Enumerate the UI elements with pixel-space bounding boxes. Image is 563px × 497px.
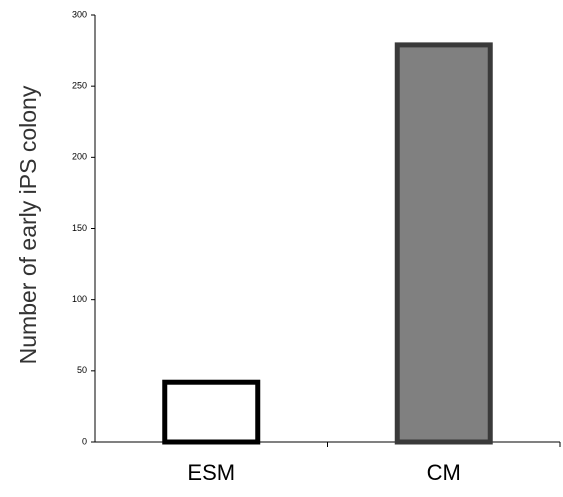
y-tick-label: 300 (72, 9, 87, 19)
y-tick-label: 100 (72, 294, 87, 304)
y-tick-label: 250 (72, 81, 87, 91)
x-tick-label: ESM (187, 460, 235, 485)
x-tick-label: CM (427, 460, 461, 485)
y-tick-label: 150 (72, 223, 87, 233)
y-tick-label: 0 (82, 436, 87, 446)
bar (394, 42, 493, 445)
y-tick-label: 50 (77, 365, 87, 375)
y-tick-label: 200 (72, 152, 87, 162)
y-axis-label: Number of early iPS colony (15, 85, 41, 364)
bar (162, 379, 261, 445)
